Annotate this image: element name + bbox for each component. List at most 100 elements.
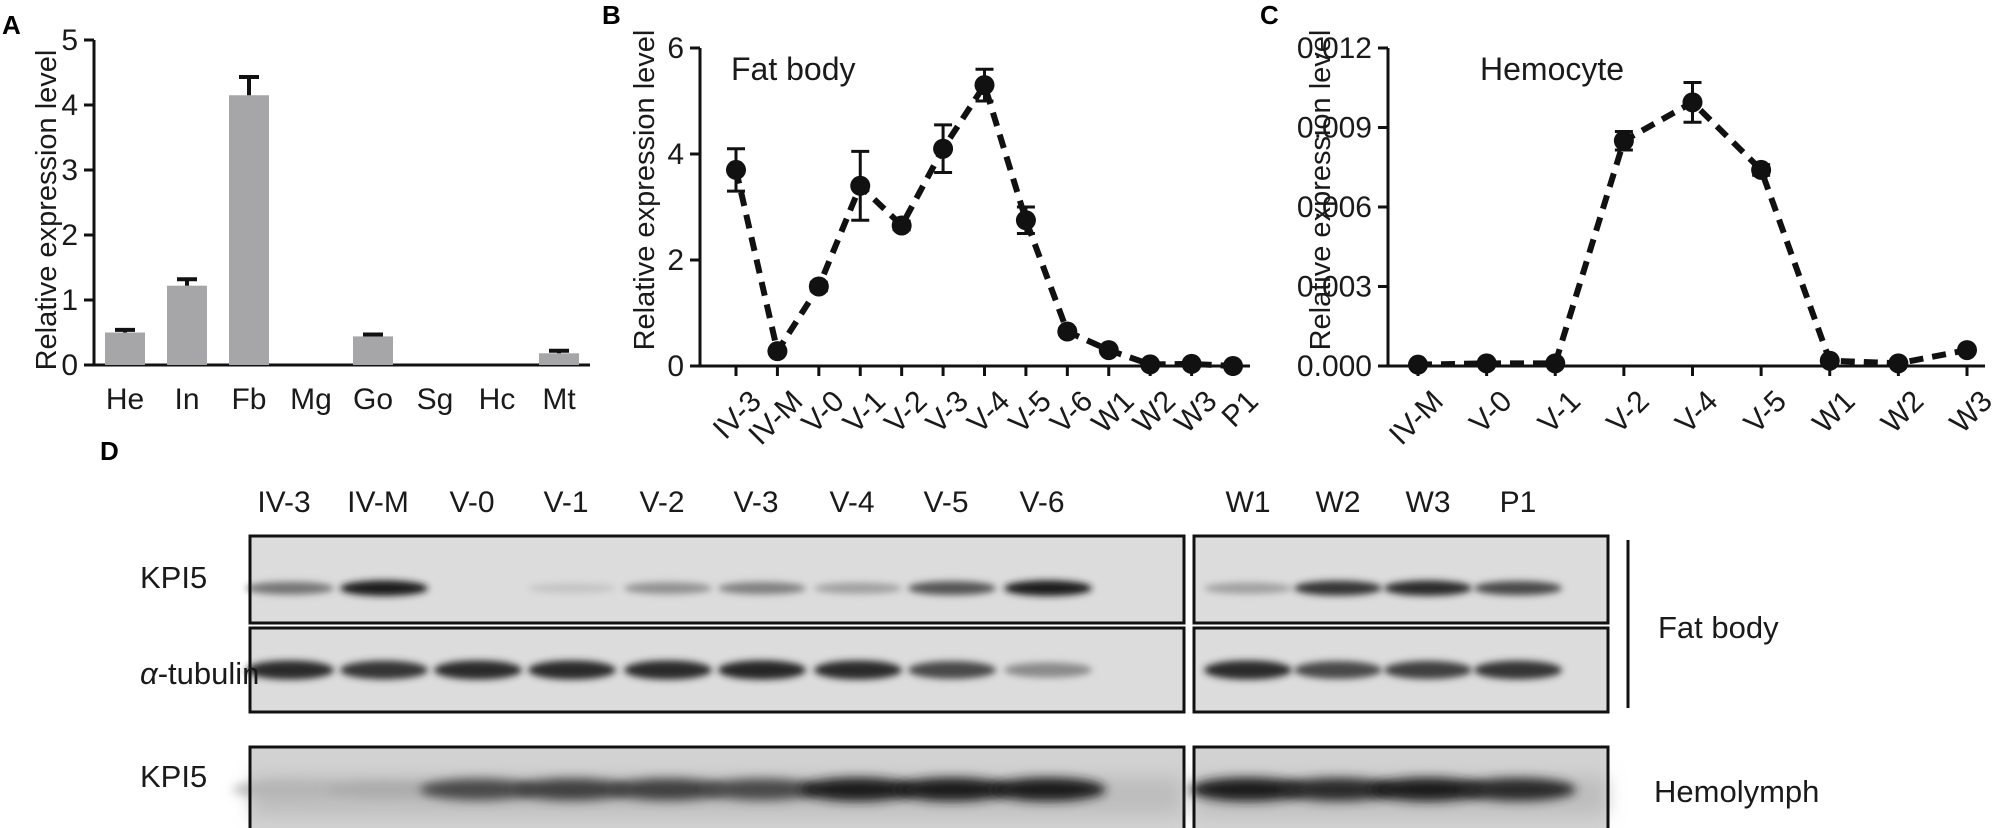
panel-c-y-tick-label: 0.003: [1297, 271, 1372, 304]
panel-a-bar: [539, 353, 579, 365]
panel-b-point: [1181, 353, 1202, 374]
blot-kpi5-fatbody-band: [1294, 580, 1382, 596]
panel-a-x-tick-label: Hc: [479, 383, 516, 416]
blot-kpi5-fatbody-band: [528, 583, 616, 594]
lane-label: W2: [1316, 486, 1361, 519]
lane-label: V-2: [639, 486, 684, 519]
row-label-tubulin-rest: -tubulin: [158, 656, 260, 691]
panel-a-x-tick-label: Fb: [231, 383, 266, 416]
panel-a-x-tick-label: Mt: [542, 383, 576, 416]
blot-kpi5-fatbody-right-background: [1194, 536, 1608, 623]
panel-a-y-tick-label: 1: [61, 284, 78, 317]
blot-tubulin-band: [1004, 662, 1092, 678]
panel-c-x-tick-label: IV-M: [1383, 385, 1450, 452]
blot-kpi5-hemolymph-band: [1280, 778, 1396, 801]
panel-d-lane-labels: IV-3 IV-M V-0 V-1 V-2 V-3 V-4 V-5 V-6 W1 W2 W3 P1: [257, 486, 1536, 519]
panel-c-y-tick-label: 0.006: [1297, 191, 1372, 224]
panel-b-point: [974, 75, 995, 96]
blot-kpi5-fatbody-band: [246, 581, 334, 595]
panel-c-point: [1476, 353, 1497, 374]
panel-c-x-tick-label: V-0: [1463, 385, 1518, 440]
row-label-kpi5-hemolymph: KPI5: [140, 759, 207, 794]
panel-b-series-line: [733, 82, 1234, 369]
panel-c-x-tick-label: V-2: [1601, 385, 1656, 440]
panel-a-y-tick-label: 0: [61, 349, 78, 382]
panel-c-title: Hemocyte: [1480, 51, 1624, 87]
panel-a-x-tick-label: Sg: [417, 383, 454, 416]
blot-kpi5-hemolymph-band: [514, 778, 630, 801]
blot-kpi5-hemolymph-left-frame: [248, 745, 1186, 828]
panel-b-point: [1015, 210, 1036, 231]
panel-c-x-tick-label: W1: [1807, 385, 1862, 440]
panel-label-a: A: [2, 10, 21, 40]
panel-b-series: [726, 67, 1243, 376]
blot-kpi5-hemolymph-band: [990, 777, 1106, 802]
lane-label: W3: [1406, 486, 1451, 519]
panel-b-y-axis-label: Relative expression level: [629, 30, 661, 351]
panel-c-y-axis-label: Relative expression level: [1305, 30, 1337, 351]
blot-kpi5-fatbody-band: [1474, 581, 1562, 596]
blot-kpi5-hemolymph-band: [704, 778, 820, 801]
lane-label: V-6: [1019, 486, 1064, 519]
panel-c-point: [1957, 340, 1977, 361]
blot-kpi5-hemolymph-band: [1190, 777, 1306, 802]
panel-c-y-tick-label: 0.000: [1297, 350, 1372, 383]
lane-label: V-3: [733, 486, 778, 519]
panel-c-x-tick-label: W2: [1875, 385, 1930, 440]
panel-a-bar: [105, 332, 145, 365]
panel-c-point: [1682, 92, 1703, 113]
panel-b-point: [1223, 356, 1243, 376]
row-label-kpi5-fatbody: KPI5: [140, 560, 207, 595]
panel-b-title: Fat body: [731, 51, 856, 87]
panel-a-y-tick-label: 3: [61, 154, 78, 187]
panel-b-y-tick-label: 2: [667, 244, 684, 277]
panel-b-y-tick-label: 4: [667, 138, 684, 171]
panel-d: D IV-3 IV-M V-0 V-1 V-2 V-3 V-4 V-5 V-6 W1 W2 W3 P1 …: [100, 436, 1819, 828]
blot-kpi5-hemolymph-band: [800, 777, 916, 802]
panel-c-x-tick-label: V-1: [1532, 385, 1587, 440]
panel-b-axes: 0246IV-3IV-MV-0V-1V-2V-3V-4V-5V-6W1W2W3P…: [667, 32, 1265, 452]
panel-b-x-tick-label: W3: [1168, 385, 1223, 440]
panel-c-x-tick-label: V-5: [1738, 385, 1793, 440]
panel-b-point: [891, 215, 912, 236]
blot-kpi5-hemolymph-band: [610, 778, 726, 801]
panel-a-bar: [229, 95, 269, 365]
blot-kpi5-hemolymph-band: [232, 781, 348, 798]
row-label-tubulin-alpha: α: [140, 656, 159, 691]
panel-a-bar: [167, 285, 207, 365]
panel-a-bars: He In Fb Mg Go Sg Hc Mt: [105, 75, 579, 416]
lane-label: V-0: [449, 486, 494, 519]
blot-tubulin-band: [718, 660, 806, 680]
blot-kpi5-hemolymph-band: [420, 778, 536, 801]
blot-tubulin-right-frame: [1192, 626, 1610, 714]
group-label-fat-body: Fat body: [1658, 610, 1779, 645]
panel-b-y-tick-label: 0: [667, 350, 684, 383]
panel-b-point: [1057, 321, 1078, 342]
panel-c-point: [1888, 353, 1909, 374]
panel-label-d: D: [100, 436, 119, 466]
blot-kpi5-hemolymph-band: [1460, 778, 1576, 801]
row-label-tubulin: α-tubulin: [140, 656, 259, 691]
lane-label: V-4: [829, 486, 874, 519]
blot-tubulin-band: [1204, 660, 1292, 680]
lane-label: V-1: [543, 486, 588, 519]
panel-c-point: [1545, 353, 1566, 374]
panel-a-y-axis-label: Relative expression level: [31, 50, 63, 371]
blot-tubulin-band: [1384, 660, 1472, 680]
panel-label-b: B: [602, 0, 621, 30]
panel-b-point: [850, 175, 871, 196]
lane-label: W1: [1226, 486, 1271, 519]
blot-kpi5-fatbody-band: [1004, 580, 1092, 597]
panel-a-axes: 0 1 2 3 4 5: [61, 24, 590, 382]
panel-label-c: C: [1260, 0, 1279, 30]
panel-b: B Relative expression level Fat body 0 2 4…: [602, 0, 1265, 452]
blot-kpi5-fatbody-band: [908, 581, 996, 596]
blot-kpi5-fatbody-band: [340, 580, 428, 597]
panel-a-y-tick-label: 4: [61, 89, 78, 122]
blot-kpi5-fatbody-band: [624, 582, 712, 595]
blot-tubulin-band: [908, 661, 996, 679]
blot-tubulin-band: [246, 660, 334, 680]
blot-kpi5-fatbody-right-frame: [1192, 534, 1610, 625]
blot-kpi5-hemolymph-band: [1370, 777, 1486, 802]
